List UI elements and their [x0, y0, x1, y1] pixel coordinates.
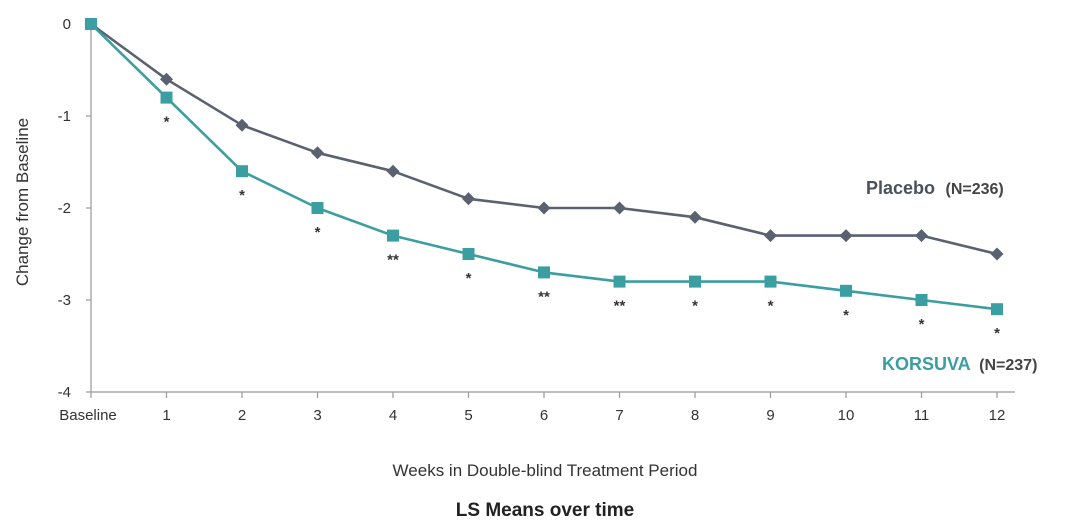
significance-marker: *	[692, 298, 698, 315]
marker-placebo	[386, 164, 400, 178]
y-ticks: 0 -1 -2 -3 -4	[58, 16, 91, 401]
significance-marker: *	[919, 316, 925, 333]
significance-marker: *	[994, 325, 1000, 342]
significance-marker: *	[239, 187, 245, 204]
x-tick-label: 8	[691, 407, 699, 424]
marker-placebo	[839, 229, 853, 243]
y-tick-label: -4	[58, 384, 71, 401]
y-tick-label: 0	[63, 16, 71, 33]
x-tick-label: Baseline	[59, 407, 117, 424]
x-tick-label: 4	[389, 407, 397, 424]
marker-korsuva	[538, 266, 550, 279]
legend-korsuva-name: KORSUVA	[882, 354, 971, 374]
significance-marker: **	[538, 288, 550, 305]
marker-placebo	[990, 247, 1004, 261]
y-axis-title: Change from Baseline	[13, 118, 32, 286]
marker-korsuva	[236, 165, 248, 178]
significance-marker: *	[466, 270, 472, 287]
significance-marker: *	[843, 307, 849, 324]
series-line-placebo	[90, 22, 998, 256]
legend-korsuva-n: (N=237)	[979, 357, 1037, 374]
marker-korsuva	[840, 284, 852, 297]
marker-placebo	[235, 118, 249, 132]
marker-korsuva	[311, 202, 324, 214]
chart-title: LS Means over time	[456, 500, 634, 521]
marker-placebo	[311, 146, 324, 160]
significance-marker: **	[614, 298, 626, 315]
marker-korsuva	[387, 229, 399, 242]
marker-placebo	[764, 229, 777, 243]
marker-placebo	[688, 210, 702, 224]
legend-placebo-n: (N=236)	[945, 181, 1003, 198]
marker-korsuva	[764, 275, 777, 288]
marker-placebo	[537, 201, 551, 215]
x-tick-label: 6	[540, 407, 548, 424]
y-tick-label: -3	[58, 292, 71, 309]
x-tick-label: 9	[766, 407, 774, 424]
x-tick-label: 3	[313, 407, 321, 424]
x-tick-label: 10	[838, 407, 855, 424]
significance-marker: *	[315, 224, 321, 241]
marker-korsuva	[689, 275, 701, 288]
significance-markers: ********** * ****	[164, 114, 1001, 343]
marker-korsuva	[613, 275, 626, 288]
significance-marker: *	[164, 114, 170, 131]
marker-placebo	[613, 201, 626, 215]
marker-korsuva	[915, 294, 928, 306]
legend-korsuva: KORSUVA (N=237)	[882, 354, 1037, 374]
x-tick-label: 5	[464, 407, 472, 424]
legend-placebo: Placebo (N=236)	[866, 178, 1004, 198]
x-axis-title: Weeks in Double-blind Treatment Period	[393, 461, 698, 480]
marker-korsuva	[991, 303, 1003, 316]
y-tick-label: -1	[58, 108, 71, 125]
marker-placebo	[915, 229, 928, 243]
marker-placebo	[462, 192, 475, 206]
marker-korsuva	[462, 248, 475, 260]
series-markers	[84, 17, 1004, 316]
x-ticks: Baseline 1 2 3 4 5 6 7 8 9 10 11 12	[59, 392, 1005, 424]
x-tick-label: 2	[238, 407, 246, 424]
legend-placebo-name: Placebo	[866, 178, 935, 198]
x-tick-label: 11	[914, 407, 930, 424]
significance-marker: **	[387, 252, 399, 269]
x-tick-label: 7	[615, 407, 623, 424]
marker-placebo	[160, 72, 173, 86]
x-tick-label: 1	[162, 407, 170, 424]
marker-korsuva	[160, 91, 173, 104]
y-tick-label: -2	[58, 200, 71, 217]
x-tick-label: 12	[989, 407, 1006, 424]
marker-korsuva	[85, 18, 97, 30]
significance-marker: *	[768, 298, 774, 315]
